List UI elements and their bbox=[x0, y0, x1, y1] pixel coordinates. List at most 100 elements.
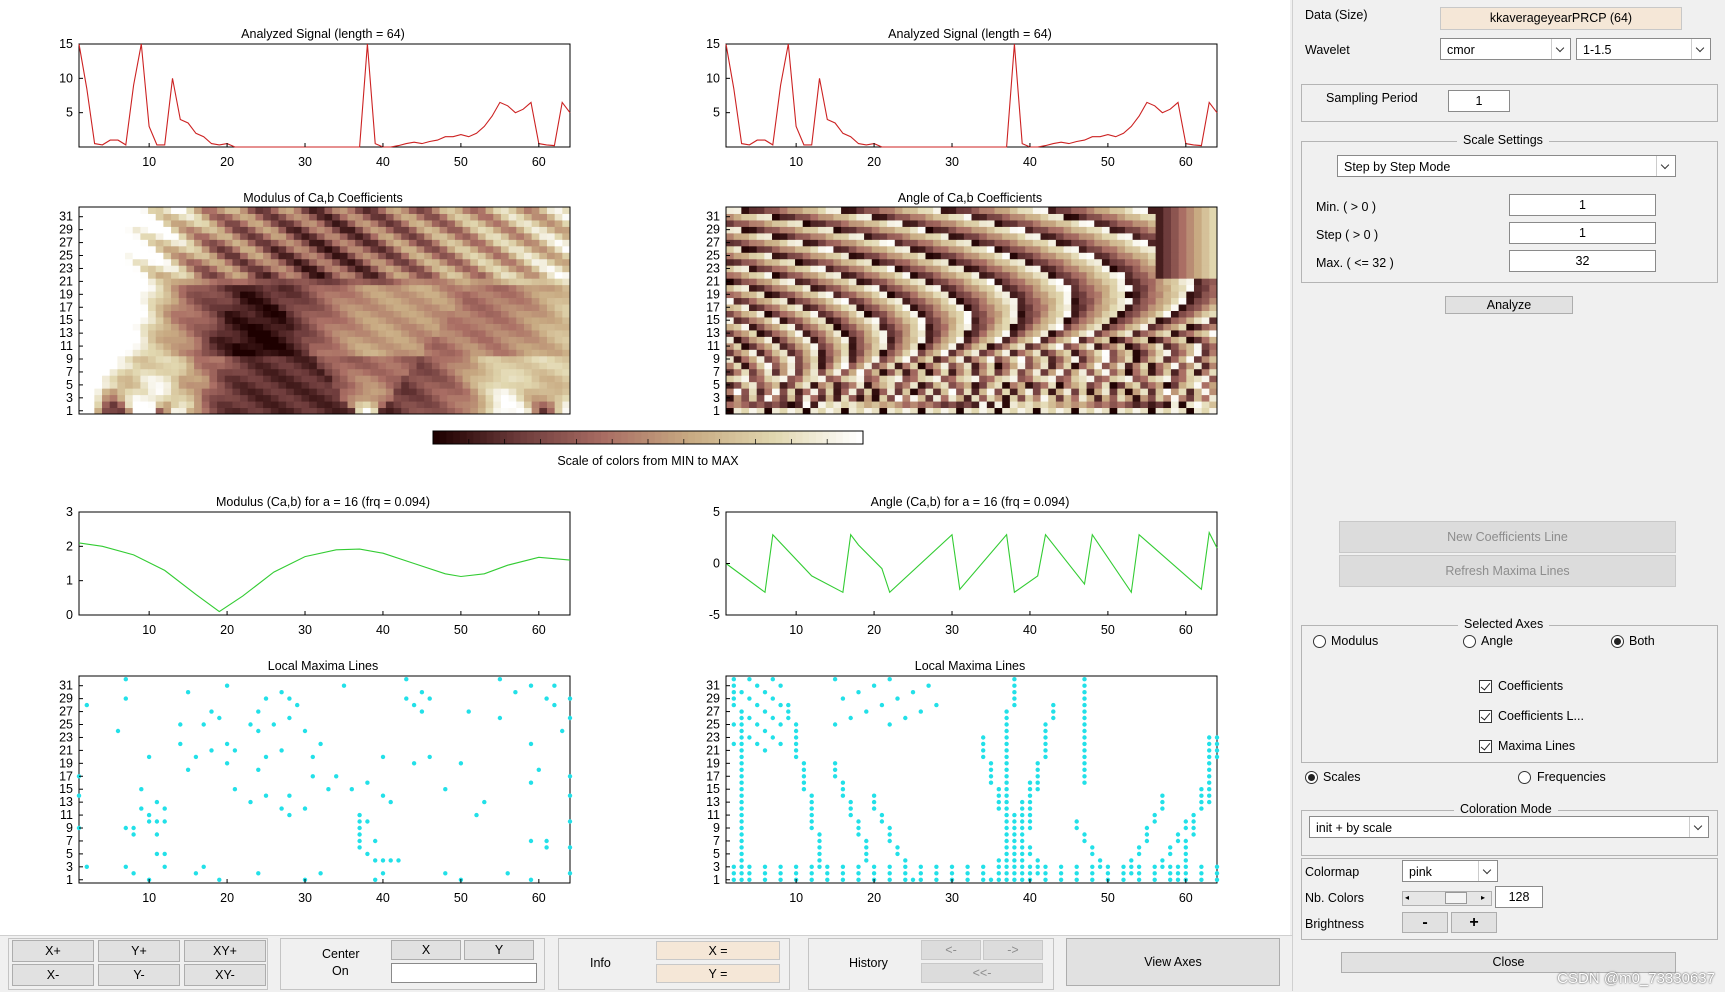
heatmap-cell bbox=[217, 349, 225, 356]
heatmap-cell bbox=[1163, 213, 1171, 220]
maxima-point bbox=[1082, 768, 1086, 772]
heatmap-cell bbox=[232, 278, 240, 285]
heatmap-cell bbox=[409, 369, 417, 376]
heatmap-cell bbox=[294, 272, 302, 279]
wavelet-param-select[interactable]: 1-1.5 bbox=[1576, 38, 1711, 60]
heatmap-cell bbox=[286, 382, 294, 389]
heatmap-cell bbox=[278, 401, 286, 408]
heatmap-cell bbox=[918, 213, 926, 220]
heatmap-cell bbox=[102, 323, 110, 330]
maxima-lines-checkbox[interactable] bbox=[1479, 740, 1492, 753]
colorbar-swatch bbox=[460, 431, 467, 444]
y-tick-label: 0 bbox=[66, 608, 73, 622]
heatmap-cell bbox=[417, 278, 425, 285]
angle-radio[interactable] bbox=[1463, 635, 1476, 648]
refresh-maxima-lines-button[interactable]: Refresh Maxima Lines bbox=[1339, 555, 1676, 587]
heatmap-cell bbox=[1125, 213, 1133, 220]
heatmap-cell bbox=[539, 233, 547, 240]
heatmap-cell bbox=[1202, 336, 1210, 343]
heatmap-cell bbox=[841, 395, 849, 402]
heatmap-cell bbox=[179, 336, 187, 343]
maxima-point bbox=[1082, 729, 1086, 733]
heatmap-cell bbox=[941, 259, 949, 266]
heatmap-cell bbox=[179, 408, 187, 415]
both-radio[interactable] bbox=[1611, 635, 1624, 648]
plots-svg: Analyzed Signal (length = 64) Analyzed S… bbox=[0, 0, 1290, 935]
maxima-point bbox=[1028, 806, 1032, 810]
heatmap-cell bbox=[417, 207, 425, 214]
maxima-point bbox=[568, 696, 572, 700]
heatmap-cell bbox=[447, 304, 455, 311]
heatmap-cell bbox=[133, 375, 141, 382]
heatmap-cell bbox=[140, 317, 148, 324]
coefficients-checkbox[interactable] bbox=[1479, 680, 1492, 693]
max-input[interactable]: 32 bbox=[1509, 250, 1656, 272]
heatmap-cell bbox=[879, 336, 887, 343]
signal-right-axes[interactable] bbox=[726, 44, 1217, 147]
maxima-right-axes[interactable] bbox=[726, 676, 1217, 883]
heatmap-cell bbox=[1018, 408, 1026, 415]
heatmap-cell bbox=[1156, 291, 1164, 298]
step-input[interactable]: 1 bbox=[1509, 222, 1656, 244]
heatmap-cell bbox=[501, 356, 509, 363]
heatmap-cell bbox=[232, 226, 240, 233]
maxima-point bbox=[1004, 878, 1008, 882]
heatmap-cell bbox=[102, 304, 110, 311]
heatmap-cell bbox=[102, 278, 110, 285]
modulus-line-axes[interactable] bbox=[79, 512, 570, 615]
heatmap-cell bbox=[156, 311, 164, 318]
scale-mode-select[interactable]: Step by Step Mode bbox=[1337, 155, 1676, 177]
heatmap-cell bbox=[486, 233, 494, 240]
maxima-point bbox=[739, 742, 743, 746]
analyze-button[interactable]: Analyze bbox=[1445, 296, 1573, 314]
modulus-heatmap[interactable] bbox=[79, 207, 571, 415]
maxima-left-axes[interactable] bbox=[79, 676, 570, 883]
heatmap-cell bbox=[202, 395, 210, 402]
modulus-radio[interactable] bbox=[1313, 635, 1326, 648]
heatmap-cell bbox=[810, 252, 818, 259]
maxima-point bbox=[786, 709, 790, 713]
heatmap-cell bbox=[202, 317, 210, 324]
sampling-input[interactable]: 1 bbox=[1448, 90, 1510, 112]
heatmap-cell bbox=[810, 388, 818, 395]
heatmap-cell bbox=[447, 220, 455, 227]
heatmap-cell bbox=[209, 349, 217, 356]
maxima-point bbox=[404, 677, 408, 681]
scales-radio[interactable] bbox=[1305, 771, 1318, 784]
heatmap-cell bbox=[879, 246, 887, 253]
heatmap-cell bbox=[1071, 213, 1079, 220]
heatmap-cell bbox=[987, 330, 995, 337]
heatmap-cell bbox=[972, 304, 980, 311]
heatmap-cell bbox=[148, 298, 156, 305]
heatmap-cell bbox=[409, 317, 417, 324]
heatmap-cell bbox=[440, 252, 448, 259]
heatmap-cell bbox=[864, 395, 872, 402]
heatmap-cell bbox=[555, 226, 563, 233]
maxima-point bbox=[895, 852, 899, 856]
heatmap-cell bbox=[255, 226, 263, 233]
new-coefficients-line-button[interactable]: New Coefficients Line bbox=[1339, 521, 1676, 553]
heatmap-cell bbox=[734, 239, 742, 246]
wavelet-family-select[interactable]: cmor bbox=[1440, 38, 1571, 60]
heatmap-cell bbox=[1033, 233, 1041, 240]
angle-heatmap[interactable] bbox=[726, 207, 1218, 415]
signal-left-axes[interactable] bbox=[79, 44, 570, 147]
heatmap-cell bbox=[925, 298, 933, 305]
y-tick-label: 11 bbox=[60, 339, 73, 353]
heatmap-cell bbox=[202, 252, 210, 259]
maxima-point bbox=[1168, 871, 1172, 875]
heatmap-cell bbox=[378, 304, 386, 311]
heatmap-cell bbox=[348, 317, 356, 324]
heatmap-cell bbox=[1171, 304, 1179, 311]
coefficients-lines-checkbox[interactable] bbox=[1479, 710, 1492, 723]
heatmap-cell bbox=[555, 356, 563, 363]
heatmap-cell bbox=[125, 259, 133, 266]
heatmap-cell bbox=[1186, 265, 1194, 272]
min-input[interactable]: 1 bbox=[1509, 194, 1656, 216]
heatmap-cell bbox=[363, 278, 371, 285]
heatmap-cell bbox=[294, 395, 302, 402]
heatmap-cell bbox=[941, 362, 949, 369]
coloration-select[interactable]: init + by scale bbox=[1309, 816, 1709, 838]
frequencies-radio[interactable] bbox=[1518, 771, 1531, 784]
heatmap-cell bbox=[509, 395, 517, 402]
